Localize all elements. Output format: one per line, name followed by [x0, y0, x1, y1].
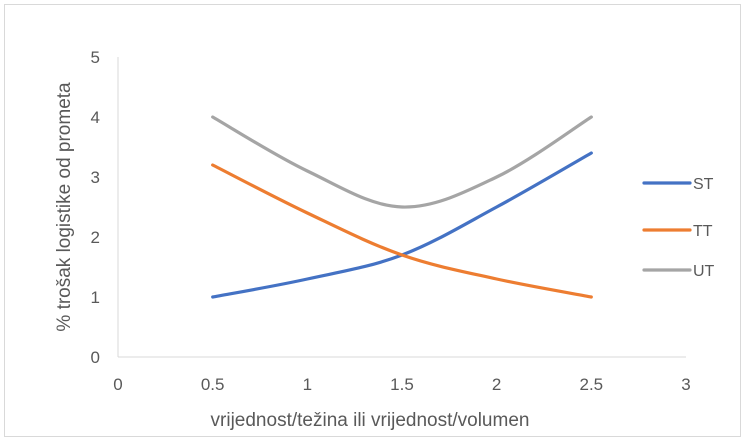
x-tick-label: 0 — [113, 375, 122, 394]
x-tick-label: 0.5 — [201, 375, 225, 394]
legend: ST TT UT — [642, 176, 715, 280]
series-line-ut — [211, 115, 593, 209]
x-tick-label: 2 — [492, 375, 501, 394]
y-tick-labels: 0 1 2 3 4 5 — [91, 48, 100, 367]
legend-label-tt: TT — [693, 223, 713, 240]
series-line-st — [211, 151, 593, 299]
legend-label-st: ST — [693, 176, 714, 193]
x-tick-label: 3 — [681, 375, 690, 394]
series-lines — [211, 115, 593, 299]
y-tick-label: 0 — [91, 348, 100, 367]
y-tick-label: 5 — [91, 48, 100, 67]
chart-axes — [117, 57, 686, 358]
x-tick-label: 2.5 — [580, 375, 604, 394]
x-tick-label: 1 — [303, 375, 312, 394]
y-tick-label: 3 — [91, 168, 100, 187]
x-tick-labels: 0 0.5 1 1.5 2 2.5 3 — [113, 375, 690, 394]
y-tick-label: 2 — [91, 228, 100, 247]
x-axis-title: vrijednost/težina ili vrijednost/volumen — [211, 410, 530, 431]
y-axis-title: % trošak logistike od prometa — [54, 82, 75, 332]
chart-frame — [4, 4, 741, 437]
series-line-tt — [211, 163, 593, 299]
y-tick-label: 1 — [91, 288, 100, 307]
x-tick-label: 1.5 — [390, 375, 414, 394]
y-tick-label: 4 — [91, 108, 100, 127]
legend-label-ut: UT — [693, 263, 715, 280]
